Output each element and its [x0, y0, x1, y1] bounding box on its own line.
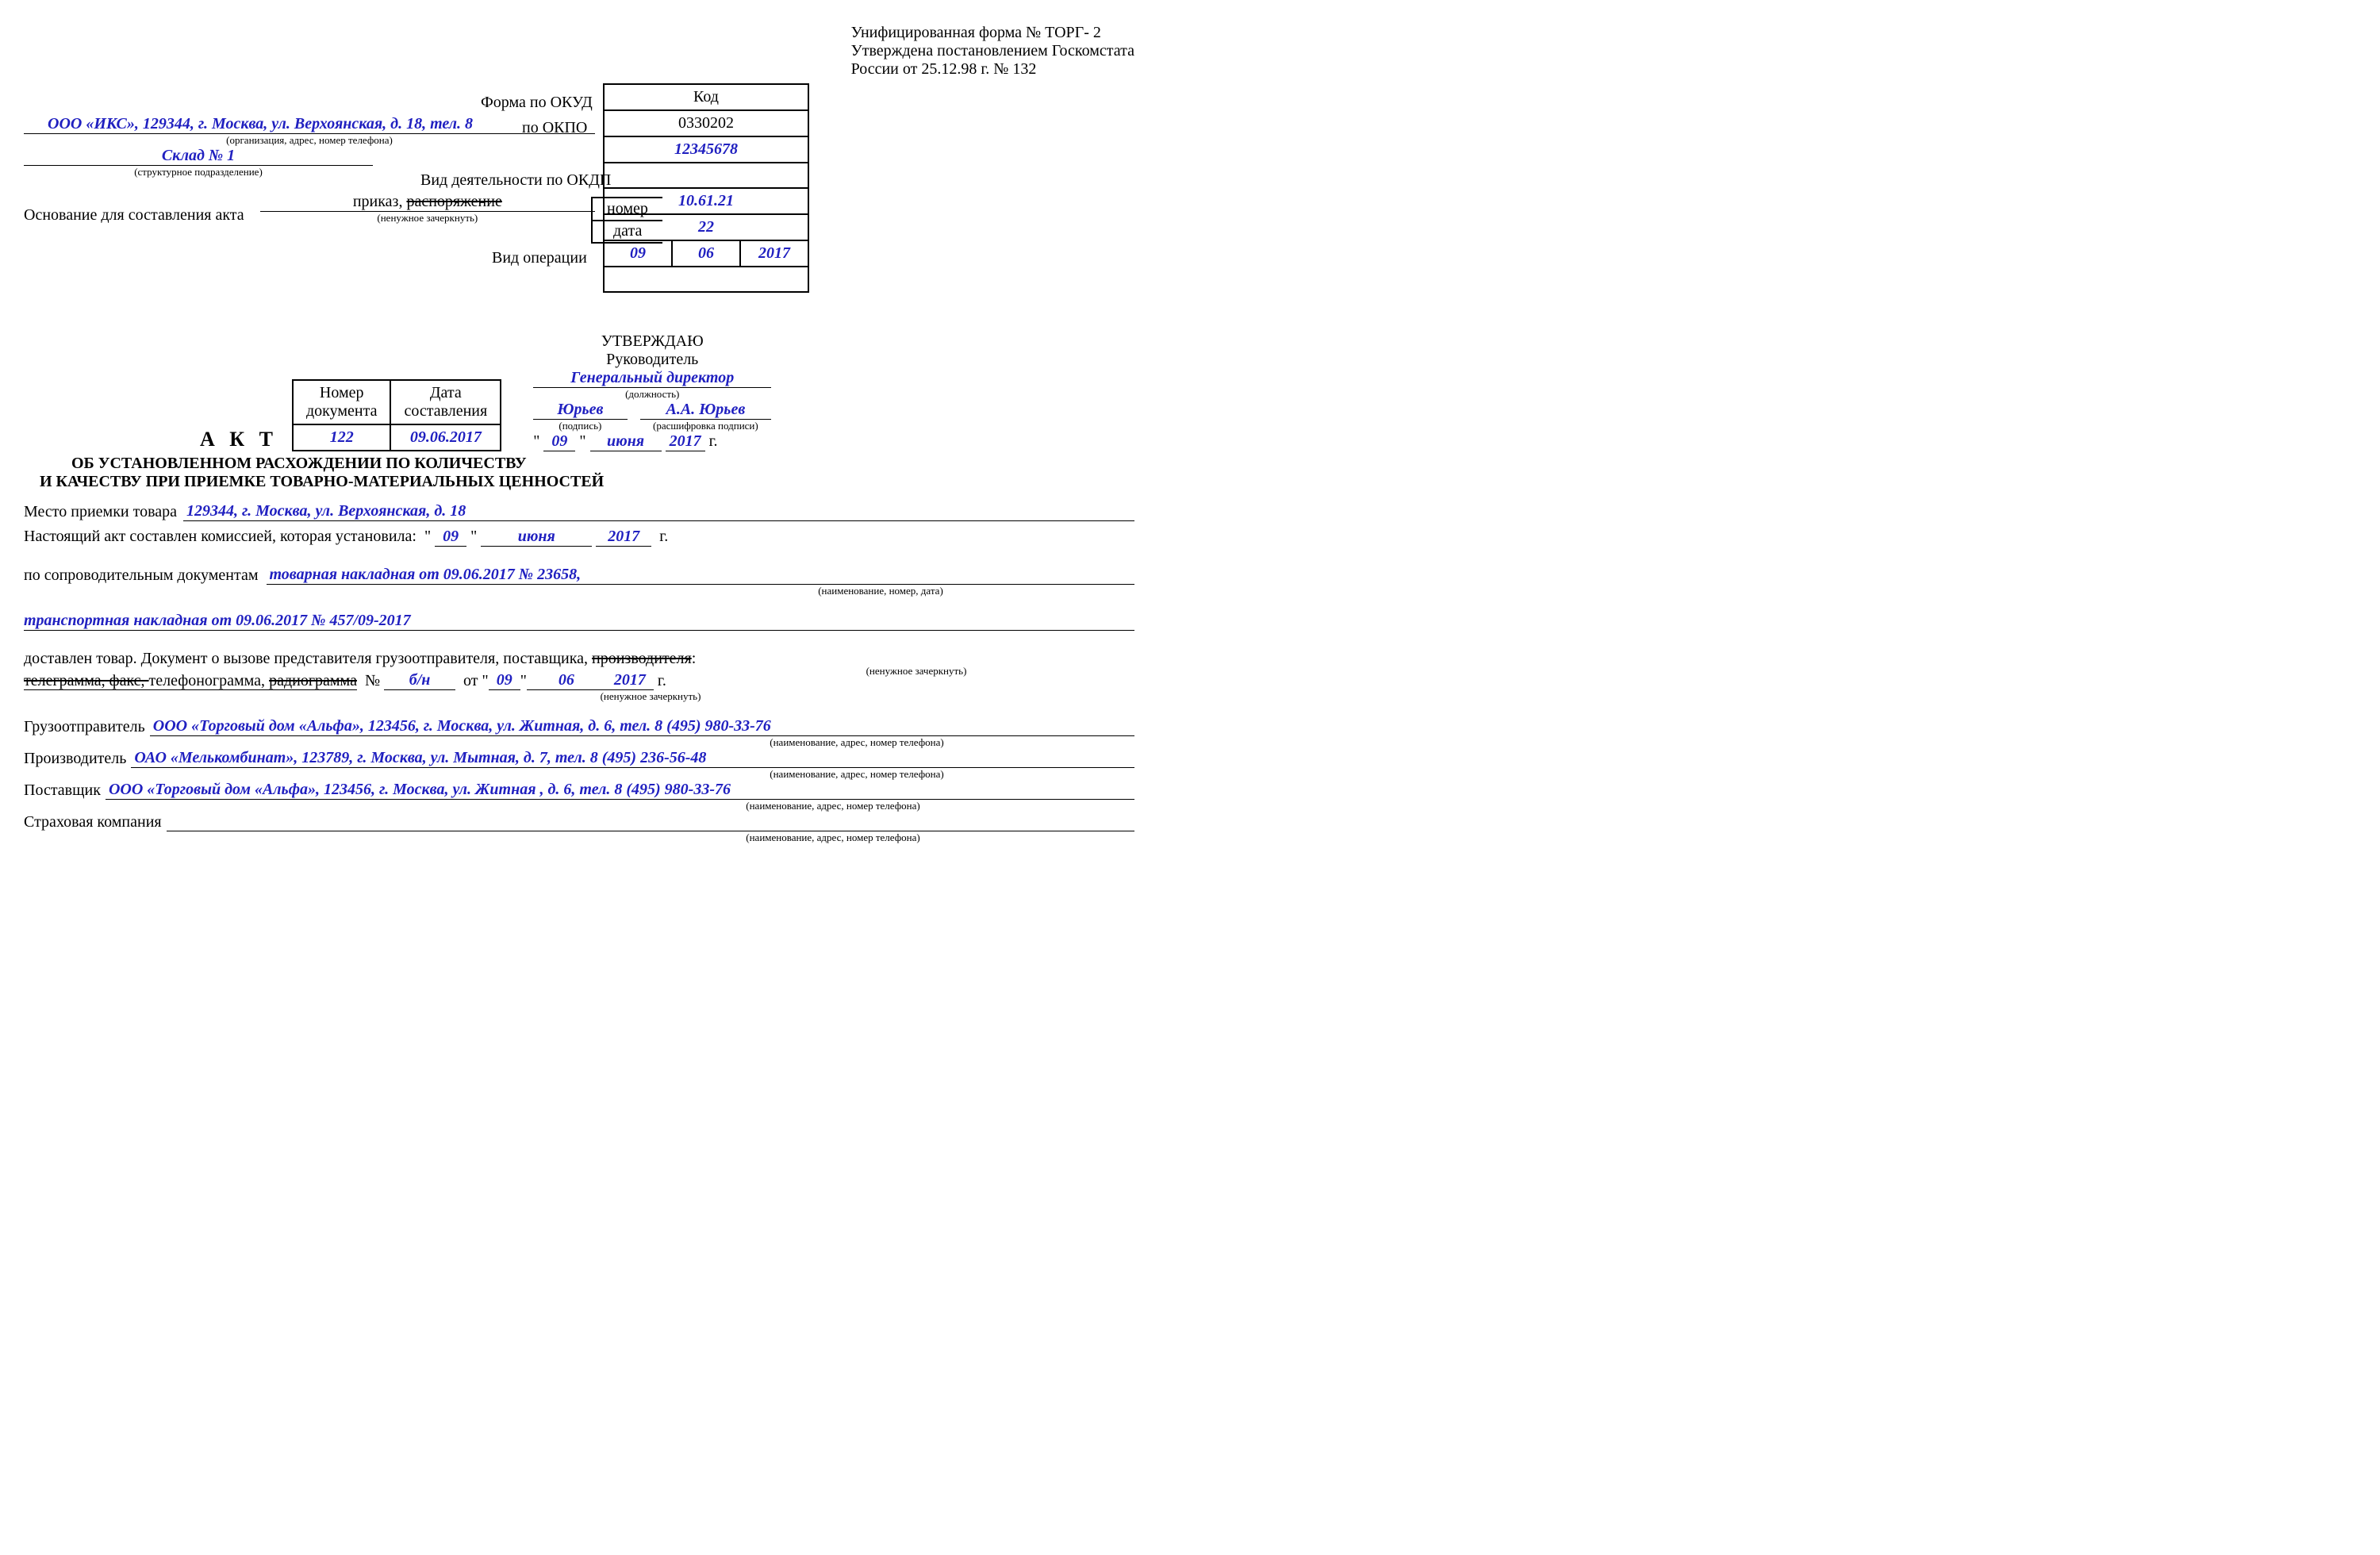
- date-label: дата: [591, 221, 662, 244]
- call-radio: радиограмма: [269, 672, 357, 689]
- colon: :: [692, 650, 697, 667]
- form-note-1: Унифицированная форма № ТОРГ- 2: [851, 24, 1134, 42]
- form-note-2: Утверждена постановлением Госкомстата: [851, 42, 1134, 60]
- call-month: 06: [527, 671, 606, 690]
- commission-text: Настоящий акт составлен комиссией, котор…: [24, 528, 416, 545]
- call-phone: телефонограмма,: [149, 672, 270, 689]
- docs-label: по сопроводительным документам: [24, 566, 259, 585]
- approve-year-suffix: г.: [709, 432, 718, 450]
- form-note-3: России от 25.12.98 г. № 132: [851, 60, 1134, 79]
- comm-month: июня: [481, 528, 592, 547]
- doc-number-table: Номердокумента Датасоставления 122 09.06…: [292, 379, 501, 451]
- docs-value: товарная накладная от 09.06.2017 № 23658…: [267, 566, 1134, 585]
- date-day: 09: [604, 240, 672, 267]
- delivered-text: доставлен товар. Документ о вызове предс…: [24, 650, 592, 667]
- comm-year: 2017: [596, 528, 651, 547]
- place-value: 129344, г. Москва, ул. Верхоянская, д. 1…: [183, 502, 1134, 521]
- approve-day: 09: [543, 432, 575, 451]
- place-label: Место приемки товара: [24, 503, 177, 521]
- call-from-label: от: [463, 672, 478, 690]
- okpo-value: 12345678: [604, 136, 808, 163]
- call-telegram: телеграмма, факс,: [24, 672, 149, 689]
- cross-out-caption-2: (ненужное зачеркнуть): [167, 690, 1134, 703]
- code-table: Код 0330202 12345678 10.61.21 22 09 06 2…: [603, 83, 809, 293]
- call-year: 2017: [606, 671, 654, 690]
- docs-value-2: транспортная накладная от 09.06.2017 № 4…: [24, 612, 1134, 631]
- shipper-caption: (наименование, адрес, номер телефона): [579, 736, 1134, 749]
- approve-signature-decode: А.А. Юрьев: [640, 401, 772, 420]
- call-number-value: б/н: [384, 671, 455, 690]
- comm-day: 09: [435, 528, 466, 547]
- producer-label: Производитель: [24, 750, 126, 768]
- org-caption: (организация, адрес, номер телефона): [24, 134, 595, 147]
- operation-label: Вид операции: [492, 249, 587, 267]
- approve-title: УТВЕРЖДАЮ: [533, 332, 771, 351]
- org-name: ООО «ИКС», 129344, г. Москва, ул. Верхоя…: [24, 115, 473, 132]
- date-year: 2017: [740, 240, 808, 267]
- supplier-value: ООО «Торговый дом «Альфа», 123456, г. Мо…: [106, 781, 1134, 800]
- number-label: номер: [591, 197, 662, 221]
- producer-caption: (наименование, адрес, номер телефона): [579, 768, 1134, 781]
- comm-year-suffix: г.: [659, 528, 668, 545]
- org-unit-caption: (структурное подразделение): [24, 166, 373, 179]
- doc-date: 09.06.2017: [390, 424, 501, 451]
- docs-caption: (наименование, номер, дата): [627, 585, 1134, 597]
- okud-value: 0330202: [604, 110, 808, 136]
- basis-value-1: приказ,: [353, 193, 407, 210]
- call-number-label: №: [365, 672, 380, 690]
- supplier-label: Поставщик: [24, 781, 101, 800]
- approve-position-caption: (должность): [533, 388, 771, 401]
- basis-label: Основание для составления акта: [24, 206, 244, 225]
- basis-caption: (ненужное зачеркнуть): [260, 212, 595, 225]
- act-title: А К Т: [200, 428, 278, 451]
- approve-signature-decode-caption: (расшифровка подписи): [640, 420, 772, 432]
- call-day: 09: [489, 671, 520, 690]
- doc-date-label: Датасоставления: [390, 380, 501, 424]
- basis-value-2: распоряжение: [406, 193, 501, 210]
- act-subtitle-1: ОБ УСТАНОВЛЕННОМ РАСХОЖДЕНИИ ПО КОЛИЧЕСТ…: [71, 455, 1134, 473]
- approve-month: июня: [590, 432, 662, 451]
- doc-number-label: Номердокумента: [293, 380, 390, 424]
- shipper-label: Грузоотправитель: [24, 718, 145, 736]
- approve-year: 2017: [666, 432, 705, 451]
- okpo-label: по ОКПО: [522, 119, 587, 137]
- okud-label: Форма по ОКУД: [481, 94, 593, 112]
- supplier-caption: (наименование, адрес, номер телефона): [532, 800, 1134, 812]
- code-header: Код: [604, 84, 808, 110]
- approve-position: Генеральный директор: [533, 369, 771, 388]
- producer-value: ОАО «Мелькомбинат», 123789, г. Москва, у…: [131, 749, 1134, 768]
- call-year-suffix: г.: [658, 672, 666, 690]
- approve-role: Руководитель: [533, 351, 771, 369]
- approve-signature: Юрьев: [533, 401, 627, 420]
- act-subtitle-2: И КАЧЕСТВУ ПРИ ПРИЕМКЕ ТОВАРНО-МАТЕРИАЛЬ…: [40, 473, 1134, 491]
- doc-number: 122: [293, 424, 390, 451]
- approve-signature-caption: (подпись): [533, 420, 627, 432]
- insurance-label: Страховая компания: [24, 813, 162, 831]
- insurance-caption: (наименование, адрес, номер телефона): [532, 831, 1134, 844]
- date-month: 06: [672, 240, 740, 267]
- okdp-label: Вид деятельности по ОКДП: [420, 171, 611, 190]
- shipper-value: ООО «Торговый дом «Альфа», 123456, г. Мо…: [150, 717, 1134, 736]
- strike-producer: производителя: [592, 650, 692, 667]
- org-unit: Склад № 1: [162, 147, 235, 164]
